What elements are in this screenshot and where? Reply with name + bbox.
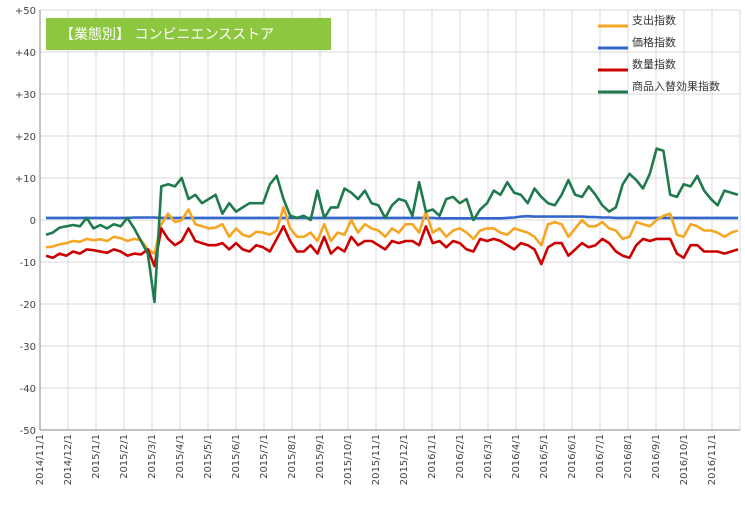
y-tick-label: -50: [20, 426, 36, 437]
x-tick-label: 2015/6/1: [231, 434, 242, 479]
chart-title-text: 【業態別】 コンビニエンスストア: [60, 27, 274, 43]
series-lines: [45, 147, 739, 304]
x-tick-label: 2014/12/1: [63, 434, 74, 485]
y-tick-label: -40: [20, 384, 36, 395]
x-tick-label: 2016/8/1: [623, 434, 634, 479]
grid-lines: [39, 9, 741, 431]
x-tick-label: 2015/1/1: [91, 434, 102, 479]
x-tick-label: 2015/8/1: [287, 434, 298, 479]
x-tick-label: 2015/10/1: [343, 434, 354, 485]
legend-label: 支出指数: [632, 13, 676, 27]
x-tick-label: 2015/3/1: [147, 434, 158, 479]
y-tick-label: +40: [15, 48, 36, 59]
y-tick-label: +10: [15, 174, 36, 185]
legend-label: 商品入替効果指数: [632, 79, 720, 93]
x-tick-label: 2015/2/1: [119, 434, 130, 479]
y-tick-label: +20: [15, 132, 36, 143]
y-tick-label: -30: [20, 342, 36, 353]
chart-title-background: [46, 18, 331, 50]
y-tick-label: -10: [20, 258, 36, 269]
chart-title: 【業態別】 コンビニエンスストア: [46, 18, 331, 50]
x-tick-label: 2016/2/1: [455, 434, 466, 479]
x-tick-label: 2015/11/1: [371, 434, 382, 485]
legend-label: 価格指数: [632, 35, 676, 49]
x-tick-label: 2016/7/1: [595, 434, 606, 479]
series-line-0: [45, 206, 739, 255]
x-tick-label: 2015/4/1: [175, 434, 186, 479]
y-tick-label: -20: [20, 300, 36, 311]
x-tick-label: 2015/5/1: [203, 434, 214, 479]
x-axis-ticks: 2014/11/1 2014/12/1 2015/1/1 2015/2/1 2015/3…: [35, 434, 718, 485]
x-tick-label: 2016/5/1: [539, 434, 550, 479]
legend-label: 数量指数: [632, 57, 676, 71]
series-line-3: [45, 147, 739, 304]
x-tick-label: 2016/6/1: [567, 434, 578, 479]
x-tick-label: 2016/9/1: [651, 434, 662, 479]
x-tick-label: 2015/12/1: [399, 434, 410, 485]
x-tick-label: 2016/4/1: [511, 434, 522, 479]
x-tick-label: 2014/11/1: [35, 434, 46, 485]
x-tick-label: 2016/10/1: [679, 434, 690, 485]
y-axis-ticks: +50 +40 +30 +20 +10 0 -10 -20 -30 -40 -50: [15, 6, 36, 437]
y-tick-label: 0: [30, 216, 36, 227]
x-tick-label: 2016/3/1: [483, 434, 494, 479]
x-tick-label: 2015/9/1: [315, 434, 326, 479]
x-tick-label: 2016/11/1: [707, 434, 718, 485]
y-tick-label: +50: [15, 6, 36, 17]
series-line-2: [45, 225, 739, 268]
x-tick-label: 2016/1/1: [427, 434, 438, 479]
y-tick-label: +30: [15, 90, 36, 101]
series-line-1: [46, 214, 738, 220]
x-tick-label: 2015/7/1: [259, 434, 270, 479]
